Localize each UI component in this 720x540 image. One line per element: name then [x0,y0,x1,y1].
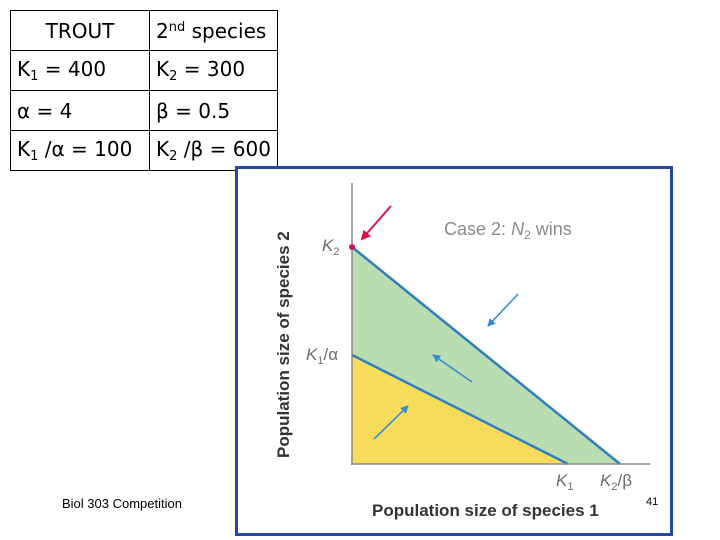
table-row: K1 /α = 100 K2 /β = 600 [10,130,278,171]
k2-point [349,244,355,250]
k-subscript: 1 [30,69,39,84]
highlight-arrow [360,205,392,241]
x-tick-k2-over-beta: K2/β [600,471,632,493]
ratio-value-text: /β = 600 [177,137,271,161]
table-row: K1 = 400 K2 = 300 [10,50,278,91]
k-value-text: = 300 [177,57,246,81]
k1-value: K1 = 400 [10,50,150,91]
ratio-value-text: /α = 100 [38,137,133,161]
k-symbol: K [17,57,31,81]
species2-isocline [351,246,621,465]
species1-isocline [351,353,569,466]
k-value-text: = 400 [38,57,107,81]
course-footer: Biol 303 Competition [62,496,182,511]
k-symbol: K [17,137,31,161]
k2-value: K2 = 300 [149,50,278,91]
slide-number: 41 [646,496,659,508]
table-row: α = 4 β = 0.5 [10,90,278,131]
beta-value: β = 0.5 [149,90,278,131]
arrow-upper-region [487,293,519,327]
isocline-diagram: Case 2: N2 wins K2 K1/α K1 K2/β Populati… [274,183,650,520]
table-row: TROUT 2nd species [10,10,278,51]
x-tick-k1: K1 [556,471,573,493]
species-word: species [185,18,267,43]
parameter-table: TROUT 2nd species K1 = 400 K2 = 300 α = … [10,10,278,171]
x-axis-label: Population size of species 1 [372,501,599,520]
alpha-value: α = 4 [10,90,150,131]
k-symbol: K [156,137,170,161]
y-tick-k2: K2 [322,236,339,258]
k-symbol: K [156,57,170,81]
k1-over-alpha-value: K1 /α = 100 [10,130,150,171]
ordinal-number: 2 [156,18,169,43]
k-subscript: 1 [30,149,39,164]
y-axis-label: Population size of species 2 [274,231,293,458]
case-label: Case 2: N2 wins [444,219,572,242]
arrow-middle-region [432,354,473,383]
ordinal-suffix: nd [168,19,186,35]
isocline-figure: Case 2: N2 wins K2 K1/α K1 K2/β Populati… [235,166,673,536]
trout-header: TROUT [10,10,150,51]
arrow-lower-region [373,405,409,440]
second-species-header: 2nd species [149,10,278,51]
y-tick-k1-over-alpha: K1/α [306,345,338,367]
k2-over-beta-value: K2 /β = 600 [149,130,278,171]
k-subscript: 2 [169,149,178,164]
k-subscript: 2 [169,69,178,84]
